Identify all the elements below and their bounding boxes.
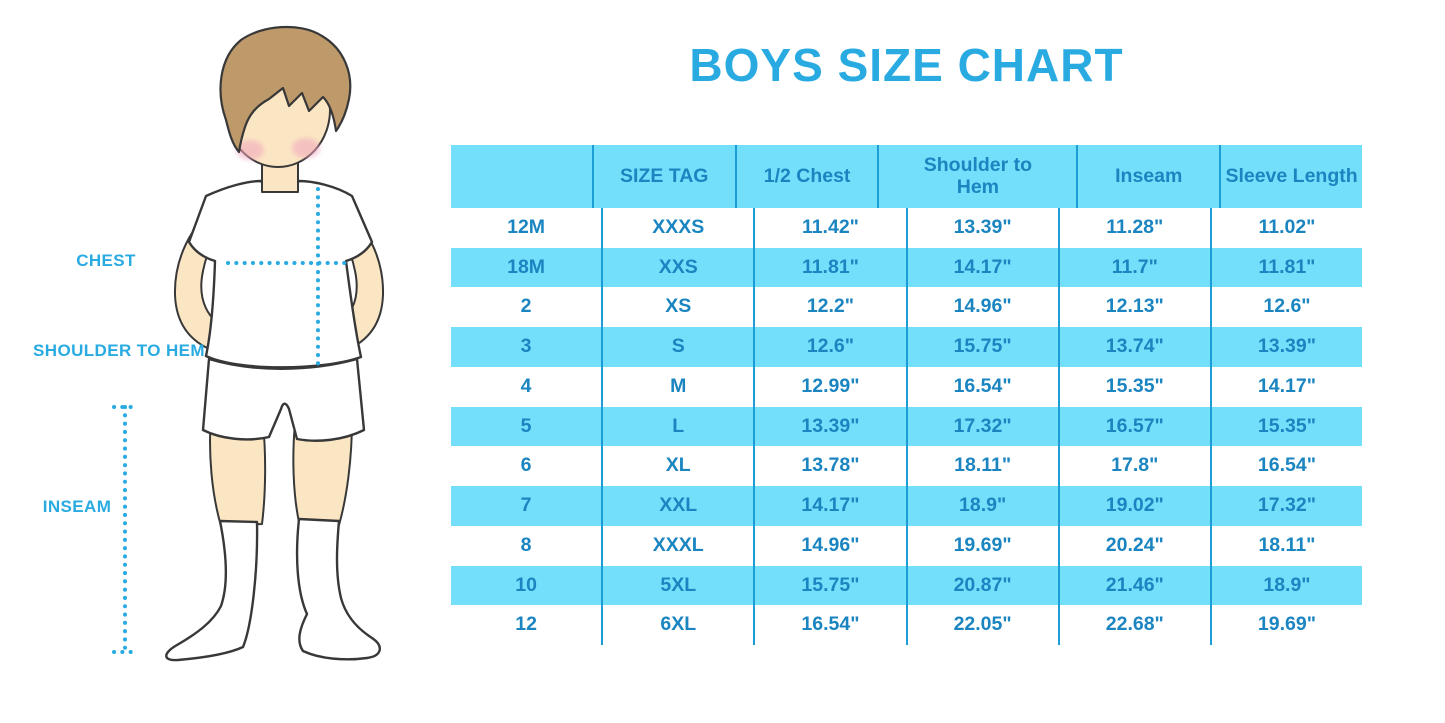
table-row: 8 XXXL 14.96" 19.69" 20.24" 18.11" — [451, 525, 1362, 566]
table-cell: 11.81" — [755, 247, 908, 288]
table-cell: 14.96" — [755, 525, 908, 566]
table-cell: 11.81" — [1258, 255, 1316, 278]
table-cell: 6XL — [603, 605, 756, 646]
boy-hair — [219, 25, 352, 154]
size-table: SIZE TAG 1/2 Chest Shoulder to Hem Inseam Sl… — [451, 145, 1362, 646]
boy-illustration — [112, 25, 385, 662]
table-cell: 12.99" — [755, 366, 908, 407]
table-row: 12M XXXS 11.42" 13.39" 11.28" 11.02" — [451, 208, 1362, 248]
table-cell: 12.6" — [755, 327, 908, 367]
table-row: 2 XS 12.2" 14.96" 12.13" 12.6" — [451, 287, 1362, 328]
table-cell: 15.35" — [1060, 366, 1212, 407]
column-header: SIZE TAG — [594, 145, 737, 208]
table-cell: 15.75" — [908, 327, 1060, 367]
boy-cheek-right — [292, 138, 320, 158]
table-cell: 17.32" — [1257, 494, 1316, 517]
table-cell: 13.74" — [1060, 327, 1212, 367]
size-cell: 7 — [451, 486, 604, 526]
table-cell: 22.68" — [1060, 605, 1212, 646]
shoulder-to-hem-label: SHOULDER TO HEM — [33, 341, 205, 360]
page-title: BOYS SIZE CHART — [689, 39, 1124, 91]
boy-shirt — [187, 179, 374, 369]
table-cell: XXXS — [603, 208, 756, 248]
table-cell: 17.32" — [908, 406, 1060, 447]
table-cell: 15.75" — [755, 565, 908, 606]
table-cell: 15.35" — [1257, 414, 1316, 437]
size-cell: 18M — [451, 247, 604, 288]
table-cell: L — [603, 406, 756, 447]
boy-leg-left — [209, 414, 267, 527]
table-cell: 19.69" — [908, 525, 1060, 566]
boy-sock-right — [295, 517, 381, 661]
table-cell: 16.54" — [908, 366, 1060, 407]
size-cell: 6 — [451, 446, 604, 487]
table-cell: 22.05" — [908, 605, 1060, 646]
table-row: 5 L 13.39" 17.32" 16.57" 15.35" — [451, 406, 1362, 447]
column-header: Inseam — [1078, 145, 1222, 208]
table-cell: XXL — [603, 486, 756, 526]
table-cell: 11.28" — [1060, 208, 1212, 248]
table-cell: 13.78" — [755, 446, 908, 487]
table-header-row: SIZE TAG 1/2 Chest Shoulder to Hem Inseam Sl… — [451, 145, 1362, 208]
table-cell: 14.17" — [908, 247, 1060, 288]
boy-cheek-left — [236, 140, 264, 160]
table-row: 10 5XL 15.75" 20.87" 21.46" 18.9" — [451, 565, 1362, 606]
table-cell: 19.69" — [1257, 613, 1316, 636]
table-cell: XL — [603, 446, 756, 487]
boy-sock-left — [165, 519, 259, 662]
table-cell: 12.6" — [1263, 295, 1311, 318]
table-cell: 13.39" — [1257, 335, 1316, 358]
table-cell: XXXL — [603, 525, 756, 566]
table-cell: 11.42" — [755, 208, 908, 248]
table-row: 7 XXL 14.17" 18.9" 19.02" 17.32" — [451, 486, 1362, 526]
table-row: 12 6XL 16.54" 22.05" 22.68" 19.69" — [451, 605, 1362, 646]
table-cell: 11.02" — [1258, 215, 1316, 238]
inseam-label: INSEAM — [42, 497, 112, 516]
table-cell: XS — [603, 287, 756, 328]
table-cell: 18.11" — [908, 446, 1060, 487]
column-header: Sleeve Length — [1225, 164, 1358, 187]
size-cell: 12M — [451, 208, 604, 248]
table-cell: 16.57" — [1060, 406, 1212, 447]
table-cell: 18.9" — [908, 486, 1060, 526]
table-cell: 16.54" — [1257, 454, 1316, 477]
table-cell: 20.87" — [908, 565, 1060, 606]
table-cell: M — [603, 366, 756, 407]
table-cell: 18.11" — [1258, 533, 1316, 556]
table-cell: 12.13" — [1060, 287, 1212, 328]
size-cell: 8 — [451, 525, 604, 566]
table-cell: 17.8" — [1060, 446, 1212, 487]
table-row: 4 M 12.99" 16.54" 15.35" 14.17" — [451, 366, 1362, 407]
table-cell: XXS — [603, 247, 756, 288]
column-header: Shoulder to Hem — [879, 145, 1079, 208]
table-cell: 11.7" — [1060, 247, 1212, 288]
table-cell: 14.96" — [908, 287, 1060, 328]
table-cell: 16.54" — [755, 605, 908, 646]
table-cell: 19.02" — [1060, 486, 1212, 526]
boy-shorts — [201, 357, 366, 442]
size-cell: 4 — [451, 366, 604, 407]
table-cell: S — [603, 327, 756, 367]
size-cell: 3 — [451, 327, 604, 367]
table-row: 6 XL 13.78" 18.11" 17.8" 16.54" — [451, 446, 1362, 487]
table-cell: 13.39" — [755, 406, 908, 447]
table-cell: 12.2" — [755, 287, 908, 328]
column-header — [451, 145, 594, 208]
table-cell: 21.46" — [1060, 565, 1212, 606]
table-cell: 5XL — [603, 565, 756, 606]
table-cell: 14.17" — [755, 486, 908, 526]
table-cell: 13.39" — [908, 208, 1060, 248]
table-cell: 18.9" — [1263, 573, 1311, 596]
table-row: 3 S 12.6" 15.75" 13.74" 13.39" — [451, 327, 1362, 367]
size-cell: 10 — [451, 565, 604, 606]
table-row: 18M XXS 11.81" 14.17" 11.7" 11.81" — [451, 247, 1362, 288]
size-cell: 5 — [451, 406, 604, 447]
table-cell: 14.17" — [1257, 374, 1316, 397]
size-cell: 2 — [451, 287, 604, 328]
column-header: 1/2 Chest — [737, 145, 880, 208]
chest-label: CHEST — [76, 251, 136, 270]
table-cell: 20.24" — [1060, 525, 1212, 566]
size-cell: 12 — [451, 605, 604, 646]
